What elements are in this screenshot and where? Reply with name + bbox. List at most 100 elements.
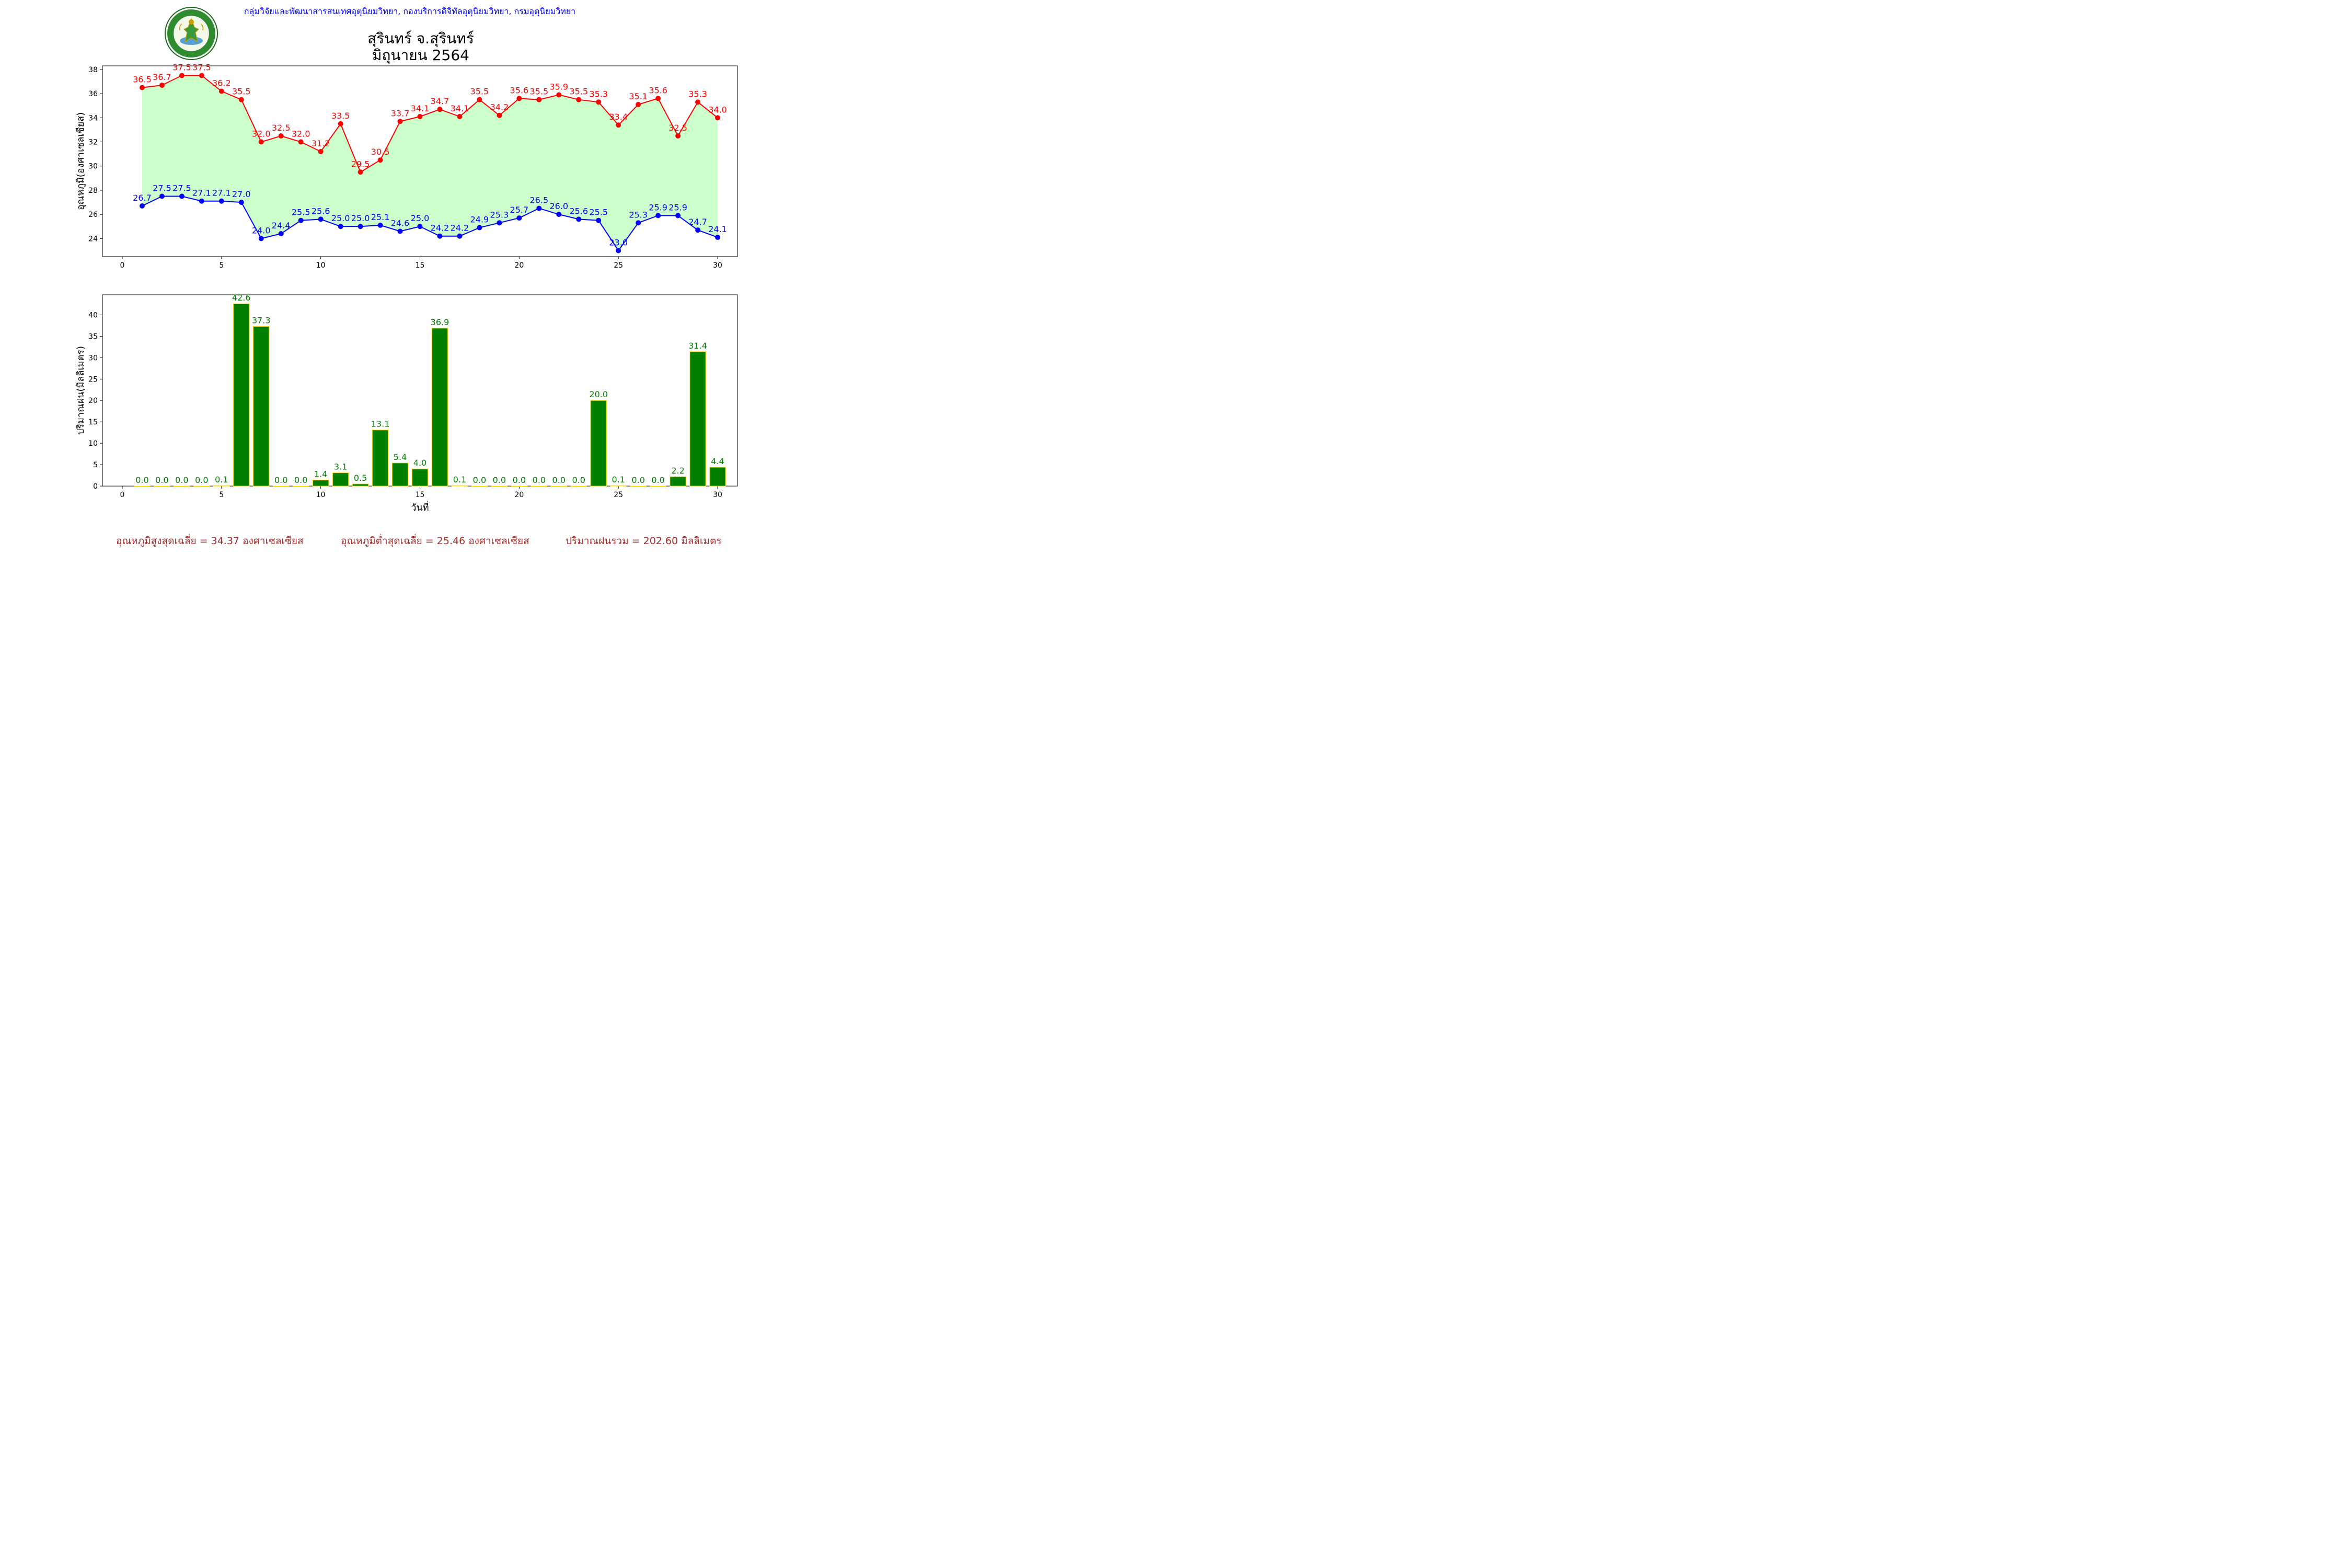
max-temp-data-label: 34.1 [451,103,469,113]
rain-bar [134,486,151,487]
min-temp-point [437,233,443,239]
rain-bar [709,467,726,487]
max-temp-data-label: 35.9 [549,82,568,91]
min-temp-data-label: 25.6 [312,206,330,216]
max-temp-point [218,88,224,94]
min-temp-point [298,217,304,223]
min-temp-point [377,222,383,228]
chart-rainfall: 0 5 10 15 20 25 30 0 5 10 15 20 25 30 35 40 ปริมาณฝน(มิล… [75,293,738,513]
min-temp-point [238,200,244,205]
min-temp-point [576,216,582,222]
rain-data-label: 4.0 [413,458,426,468]
min-temp-point [695,227,701,233]
min-temp-data-label: 24.9 [470,215,489,225]
rain-data-label: 0.0 [552,475,566,485]
min-temp-data-label: 26.7 [133,193,152,203]
rain-bar [590,400,607,487]
min-temp-data-label: 25.5 [292,207,310,217]
min-temp-point [417,224,423,229]
min-temp-point [556,212,562,217]
min-temp-point [616,248,621,253]
x-tick-label: 25 [614,491,623,499]
max-temp-point [616,122,621,128]
max-temp-point [358,169,363,175]
max-temp-data-label: 37.5 [172,62,191,72]
y-axis-label: อุณหภูมิ(องศาเซลเซียส) [75,112,86,211]
min-temp-data-label: 25.6 [569,206,588,216]
min-temp-point [536,205,542,211]
y-tick-label: 20 [88,397,98,405]
min-temp-data-label: 24.6 [391,218,410,228]
max-temp-data-label: 31.2 [312,139,330,148]
rain-data-label: 1.4 [314,469,327,479]
min-temp-data-label: 26.5 [530,195,549,205]
y-tick-label: 40 [88,311,98,319]
rain-bar [154,486,170,487]
rain-bar [253,326,270,487]
min-temp-point [715,235,721,240]
y-tick-label: 35 [88,332,98,341]
min-temp-data-label: 27.1 [192,188,211,198]
rain-data-label: 37.3 [252,316,271,326]
rain-bar [630,486,647,487]
y-tick-label: 15 [88,418,98,426]
min-temp-data-label: 23.0 [609,237,628,247]
rain-data-label: 0.0 [513,475,526,485]
max-temp-data-label: 35.1 [629,91,648,101]
max-temp-data-label: 36.2 [212,78,231,88]
x-tick-label: 15 [416,491,425,499]
min-temp-data-label: 25.3 [490,210,509,220]
max-temp-point [695,99,701,105]
min-temp-point [636,220,641,226]
rain-data-label: 0.5 [354,473,367,483]
rain-data-label: 0.0 [473,475,486,485]
max-temp-data-label: 35.3 [688,89,707,99]
y-tick-label: 0 [93,482,98,491]
x-tick-label: 5 [219,261,224,270]
rain-bar [193,486,210,487]
max-temp-point [477,97,482,102]
avg-min-temp-stat: อุณหภูมิต่ำสุดเฉลี่ย = 25.46 องศาเซลเซีย… [341,535,529,547]
rain-data-label: 0.0 [572,475,585,485]
max-temp-data-label: 35.5 [470,87,489,97]
max-temp-point [675,133,681,139]
max-temp-point [199,73,204,78]
rain-data-label: 2.2 [671,466,684,476]
max-temp-data-label: 36.7 [153,72,171,82]
min-temp-line [142,195,718,252]
x-tick-label: 15 [416,261,425,270]
min-temp-data-label: 24.1 [708,224,727,234]
min-temp-data-label: 25.7 [510,205,529,215]
rain-data-label: 0.0 [155,475,168,485]
month-title: มิถุนายน 2564 [372,47,469,64]
meteorological-department-logo [165,7,218,60]
x-tick-label: 0 [120,491,125,499]
max-temp-data-label: 35.5 [530,87,549,97]
org-header: กลุ่มวิจัยและพัฒนาสารสนเทศอุตุนิยมวิทยา,… [0,5,813,18]
max-temp-data-label: 32.5 [668,123,687,133]
rain-bar [233,303,250,487]
y-tick-label: 30 [88,163,98,171]
rain-bar [431,328,448,487]
min-temp-point [457,233,463,239]
x-tick-label: 0 [120,261,125,270]
max-temp-point [179,73,185,78]
x-tick-label: 5 [219,491,224,499]
max-temp-point [556,92,562,98]
rain-data-label: 0.0 [175,475,188,485]
min-temp-data-label: 27.5 [153,183,171,193]
min-temp-point [159,193,165,199]
total-rain-stat: ปริมาณฝนรวม = 202.60 มิลลิเมตร [566,535,722,547]
rain-data-label: 20.0 [589,389,608,399]
y-axis-label: ปริมาณฝน(มิลลิเมตร) [75,346,86,435]
min-temp-data-label: 25.0 [331,213,350,223]
min-temp-point [516,215,522,221]
rain-data-label: 13.1 [371,419,390,429]
max-temp-data-label: 34.7 [431,96,449,106]
max-temp-data-label: 34.1 [411,103,430,113]
min-temp-data-label: 27.5 [172,183,191,193]
min-temp-data-label: 25.5 [589,207,608,217]
max-temp-point [258,139,264,145]
max-temp-point [377,157,383,163]
min-temp-data-label: 24.4 [272,221,291,230]
